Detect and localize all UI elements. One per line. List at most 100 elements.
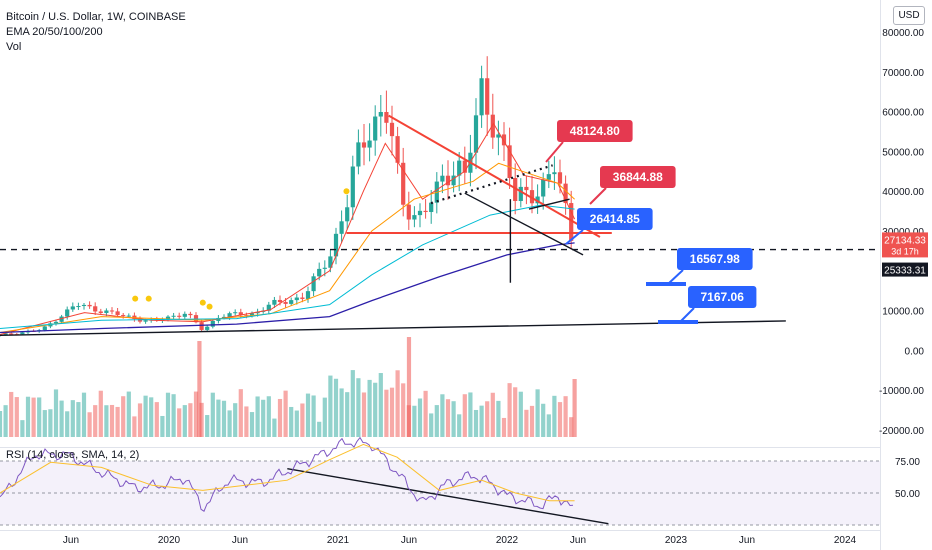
candle-body	[76, 306, 81, 308]
volume-bar	[339, 388, 344, 437]
candle-body	[501, 134, 507, 146]
annotation-pointer	[679, 307, 695, 323]
volume-bar	[546, 414, 551, 437]
annotation-base-bar	[658, 320, 698, 324]
annotation-label-text: 26414.85	[590, 212, 640, 226]
annotation-label-box[interactable]	[677, 248, 753, 270]
volume-bar	[417, 398, 423, 437]
candle-body	[479, 78, 484, 116]
candle-body	[109, 310, 115, 312]
rsi-trendline-drawing	[287, 467, 609, 525]
rsi-tick-label: 75.00	[895, 457, 920, 468]
candle-body	[104, 310, 109, 313]
candle-body	[507, 145, 512, 179]
time-axis-divider	[0, 530, 880, 531]
price-tick-label: 0.00	[905, 346, 925, 357]
currency-button[interactable]: USD	[893, 6, 925, 25]
event-marker-dot	[132, 295, 139, 302]
price-tick-label: 80000.00	[882, 28, 924, 39]
volume-bar	[378, 373, 383, 437]
candle-body	[490, 114, 495, 138]
volume-bar	[132, 416, 137, 437]
volume-bar	[445, 399, 451, 437]
candle-body	[238, 312, 243, 316]
volume-bar	[367, 379, 372, 437]
annotation-label-text: 16567.98	[690, 252, 740, 266]
time-tick-label: 2022	[496, 535, 519, 546]
volume-bar	[384, 389, 389, 437]
volume-bar	[9, 391, 14, 437]
volume-bar	[552, 395, 557, 437]
volume-bar	[300, 403, 305, 437]
candle-body	[305, 291, 311, 299]
volume-bar	[93, 405, 98, 437]
volume-bar	[518, 391, 523, 437]
volume-bar	[305, 393, 311, 437]
candle-body	[115, 311, 120, 315]
annotation-label-box[interactable]	[577, 208, 653, 230]
candle-body	[165, 316, 171, 320]
volume-bar	[468, 392, 473, 437]
candle-body	[524, 186, 529, 191]
rsi-line	[0, 436, 574, 512]
volume-bar	[210, 392, 215, 437]
candle-body	[485, 78, 490, 115]
price-tick-label: 50000.00	[882, 147, 924, 158]
candle-body	[401, 162, 406, 205]
candle-body	[137, 318, 143, 322]
volume-bar	[20, 420, 25, 437]
volume-bar	[322, 397, 327, 437]
candle-body	[445, 175, 451, 186]
candle-body	[557, 172, 563, 184]
volume-bar	[0, 411, 3, 437]
candle-body	[3, 333, 8, 335]
candle-body	[249, 313, 255, 316]
candle-body	[65, 309, 70, 317]
indicator-legend-volume: Vol	[6, 41, 22, 53]
annotation-label-box[interactable]	[688, 286, 757, 308]
level-price-label: 25333.31	[884, 266, 926, 277]
volume-bar	[188, 403, 193, 437]
candle-body	[42, 326, 47, 331]
candle-body	[546, 174, 551, 180]
ema20-line	[0, 122, 576, 335]
candle-body	[518, 186, 523, 202]
volume-bar	[294, 410, 299, 437]
annotation-label-box[interactable]	[600, 166, 676, 188]
candle-body	[373, 116, 378, 141]
candle-body	[98, 311, 103, 313]
volume-bar	[529, 405, 535, 437]
ema100-line	[0, 204, 575, 329]
event-marker-dot	[145, 295, 152, 302]
trendline-drawing	[464, 192, 584, 256]
candle-body	[210, 320, 215, 327]
candle-body	[328, 256, 333, 268]
volume-bar	[244, 406, 249, 437]
candle-body	[350, 166, 355, 208]
annotation-label-box[interactable]	[557, 120, 633, 142]
volume-bar	[98, 390, 103, 437]
volume-bar	[87, 412, 92, 437]
volume-bar	[48, 409, 53, 437]
candle-body	[300, 297, 305, 299]
volume-bar	[255, 396, 260, 437]
candle-body	[277, 299, 283, 303]
time-tick-label: Jun	[63, 535, 79, 546]
volume-bar	[412, 405, 417, 437]
volume-bar	[513, 387, 518, 437]
volume-bar	[507, 383, 512, 437]
symbol-title: Bitcoin / U.S. Dollar, 1W, COINBASE	[6, 11, 186, 23]
candle-body	[569, 203, 574, 241]
price-tick-label: -20000.00	[879, 426, 924, 437]
time-tick-label: Jun	[232, 535, 248, 546]
candle-body	[423, 210, 428, 213]
volume-bar	[373, 382, 378, 437]
candle-body	[462, 160, 467, 173]
volume-bar	[266, 396, 271, 437]
volume-bar	[205, 415, 210, 437]
annotation-pointer	[565, 229, 584, 245]
volume-bar	[569, 417, 574, 437]
bar-countdown-label: 3d 17h	[891, 246, 919, 256]
